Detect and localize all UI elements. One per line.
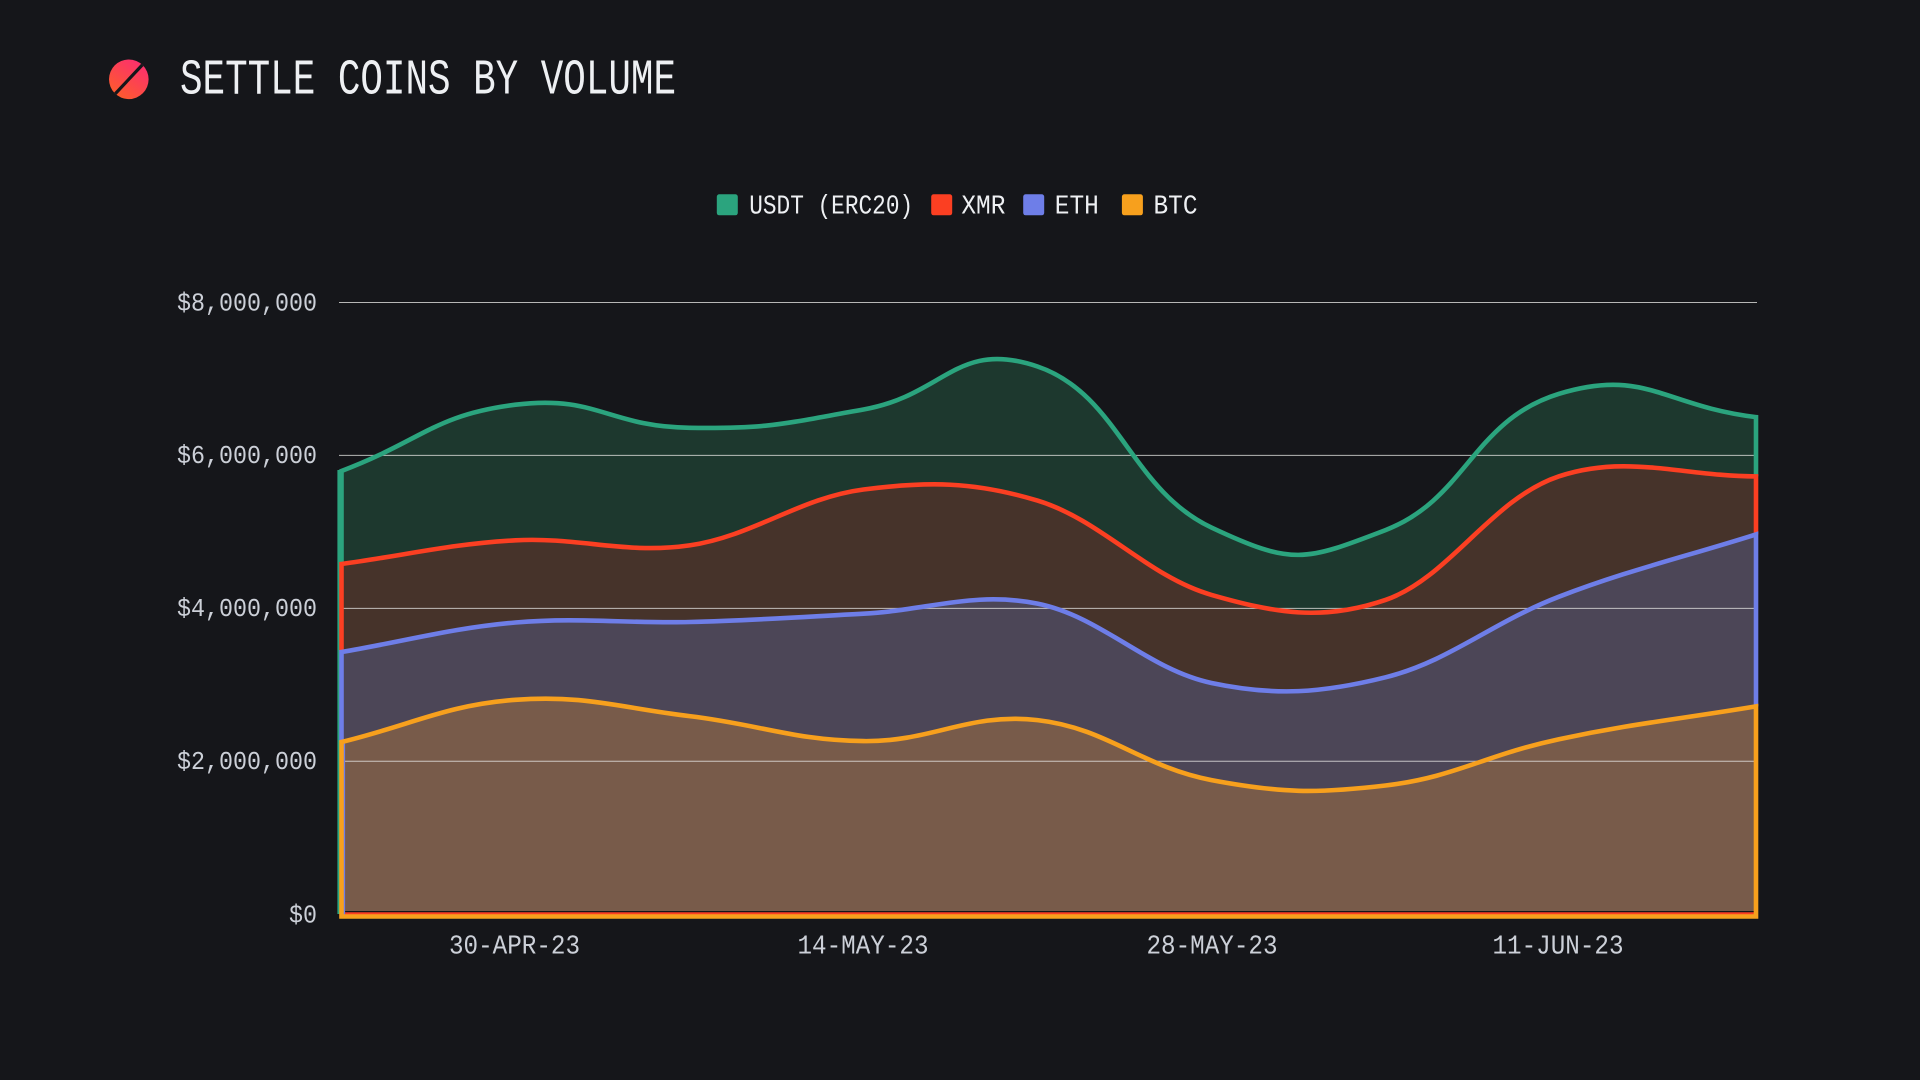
svg-text:XMR: XMR xyxy=(961,193,1005,223)
svg-text:$4,000,000: $4,000,000 xyxy=(177,594,317,624)
svg-text:BTC: BTC xyxy=(1154,193,1198,223)
svg-text:$2,000,000: $2,000,000 xyxy=(177,747,317,777)
svg-text:$8,000,000: $8,000,000 xyxy=(177,288,317,318)
svg-text:$6,000,000: $6,000,000 xyxy=(177,441,317,471)
svg-text:USDT (ERC20): USDT (ERC20) xyxy=(749,193,913,223)
svg-text:11-JUN-23: 11-JUN-23 xyxy=(1493,933,1624,963)
svg-text:$0: $0 xyxy=(289,901,317,931)
svg-text:30-APR-23: 30-APR-23 xyxy=(449,933,580,963)
svg-text:SETTLE COINS BY VOLUME: SETTLE COINS BY VOLUME xyxy=(180,53,676,110)
svg-text:28-MAY-23: 28-MAY-23 xyxy=(1147,933,1278,963)
svg-text:ETH: ETH xyxy=(1055,193,1099,223)
svg-text:14-MAY-23: 14-MAY-23 xyxy=(798,933,929,963)
